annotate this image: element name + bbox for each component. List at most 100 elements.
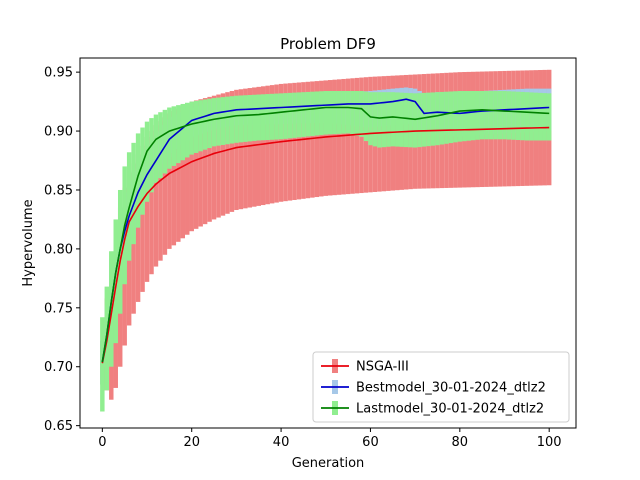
band-bar bbox=[193, 100, 199, 153]
band-bar bbox=[466, 90, 471, 141]
band-bar bbox=[158, 112, 163, 179]
band-bar bbox=[220, 97, 226, 145]
legend-label: NSGA-III bbox=[356, 360, 409, 375]
x-tick-label: 0 bbox=[98, 435, 106, 450]
band-bar bbox=[488, 90, 494, 140]
plot-frame bbox=[79, 57, 577, 429]
band-bar bbox=[189, 101, 194, 155]
band-bar bbox=[149, 131, 154, 275]
band-bar bbox=[238, 95, 244, 143]
band-bar bbox=[538, 92, 543, 141]
band-bar bbox=[390, 92, 396, 147]
band-bar bbox=[252, 87, 257, 207]
band-bar bbox=[252, 94, 257, 141]
band-bar bbox=[354, 90, 360, 136]
band-bar bbox=[493, 90, 498, 140]
band-bar bbox=[533, 92, 539, 141]
band-bar bbox=[412, 93, 418, 148]
mean-line-series-1 bbox=[101, 98, 550, 363]
band-bar bbox=[444, 91, 449, 144]
band-bar bbox=[207, 98, 212, 149]
mean-line-series-2 bbox=[101, 106, 550, 363]
x-tick-label: 80 bbox=[452, 435, 469, 450]
band-bar bbox=[238, 89, 244, 210]
legend-label: Bestmodel_30-01-2024_dtlz2 bbox=[356, 381, 546, 396]
band-bar bbox=[144, 121, 150, 202]
band-bar bbox=[140, 127, 145, 215]
band-bar bbox=[524, 92, 530, 141]
band-bar bbox=[256, 86, 261, 206]
band-bar bbox=[546, 93, 552, 141]
band-bar bbox=[207, 96, 212, 222]
band-bar bbox=[278, 93, 284, 140]
band-bar bbox=[144, 136, 150, 282]
band-bar bbox=[100, 317, 105, 412]
band-bar bbox=[265, 85, 270, 205]
band-bar bbox=[198, 99, 203, 227]
band-bar bbox=[216, 97, 221, 146]
x-axis-label: Generation bbox=[292, 456, 365, 471]
band-bar bbox=[265, 94, 270, 141]
band-bar bbox=[430, 92, 436, 146]
band-bar bbox=[274, 93, 279, 140]
band-bar bbox=[421, 92, 427, 147]
band-bar bbox=[363, 91, 369, 142]
band-bar bbox=[332, 79, 337, 196]
band-bar bbox=[287, 83, 293, 201]
band-bar bbox=[305, 91, 311, 137]
band-bar bbox=[470, 90, 476, 141]
legend: NSGA-III Bestmodel_30-01-2024_dtlz2 Lastmo… bbox=[312, 351, 570, 423]
band-bar bbox=[198, 100, 203, 152]
band-bar bbox=[323, 80, 328, 196]
x-tick-label: 60 bbox=[362, 435, 379, 450]
band-bar bbox=[243, 88, 248, 209]
band-bar bbox=[296, 82, 302, 200]
band-bar bbox=[162, 109, 168, 174]
band-bar bbox=[529, 92, 534, 141]
band-bar bbox=[220, 93, 226, 216]
band-bar bbox=[269, 93, 275, 140]
band-bar bbox=[278, 83, 284, 202]
band-bar bbox=[377, 92, 382, 148]
band-bar bbox=[229, 96, 235, 144]
y-axis-label: Hypervolume bbox=[21, 199, 36, 286]
y-tick-label: 0.85 bbox=[44, 183, 73, 198]
band-bar bbox=[149, 118, 154, 193]
band-bar bbox=[153, 125, 159, 267]
band-bar bbox=[185, 103, 190, 235]
band-bar bbox=[185, 102, 190, 158]
band-bar bbox=[202, 99, 208, 150]
band-bar bbox=[542, 93, 547, 141]
x-tick-label: 100 bbox=[537, 435, 562, 450]
band-bar bbox=[336, 79, 342, 195]
band-bar bbox=[497, 90, 503, 140]
band-bar bbox=[332, 90, 337, 135]
band-bar bbox=[162, 117, 168, 255]
band-bar bbox=[113, 219, 118, 344]
band-bar bbox=[171, 111, 177, 246]
y-tick-label: 0.95 bbox=[44, 66, 73, 81]
band-bar bbox=[296, 92, 302, 138]
band-bar bbox=[328, 90, 333, 135]
band-bar bbox=[462, 90, 467, 142]
band-bar bbox=[176, 105, 181, 164]
band-bar bbox=[153, 114, 159, 183]
band-bar bbox=[341, 78, 346, 195]
chart-title: Problem DF9 bbox=[280, 35, 376, 53]
x-axis: 0 20 40 60 80 100 bbox=[98, 428, 562, 450]
band-bar bbox=[439, 91, 445, 145]
band-bar bbox=[140, 145, 145, 292]
y-tick-label: 0.90 bbox=[44, 125, 73, 140]
band-bar bbox=[381, 92, 387, 148]
band-bar bbox=[310, 91, 315, 137]
band-bar bbox=[193, 100, 199, 229]
band-bar bbox=[269, 85, 275, 204]
band-bar bbox=[336, 90, 342, 134]
band-bar bbox=[417, 93, 422, 148]
band-bar bbox=[408, 93, 413, 148]
band-bar bbox=[287, 92, 293, 139]
band-bar bbox=[453, 91, 458, 143]
band-bar bbox=[180, 103, 186, 161]
x-tick-label: 40 bbox=[273, 435, 290, 450]
